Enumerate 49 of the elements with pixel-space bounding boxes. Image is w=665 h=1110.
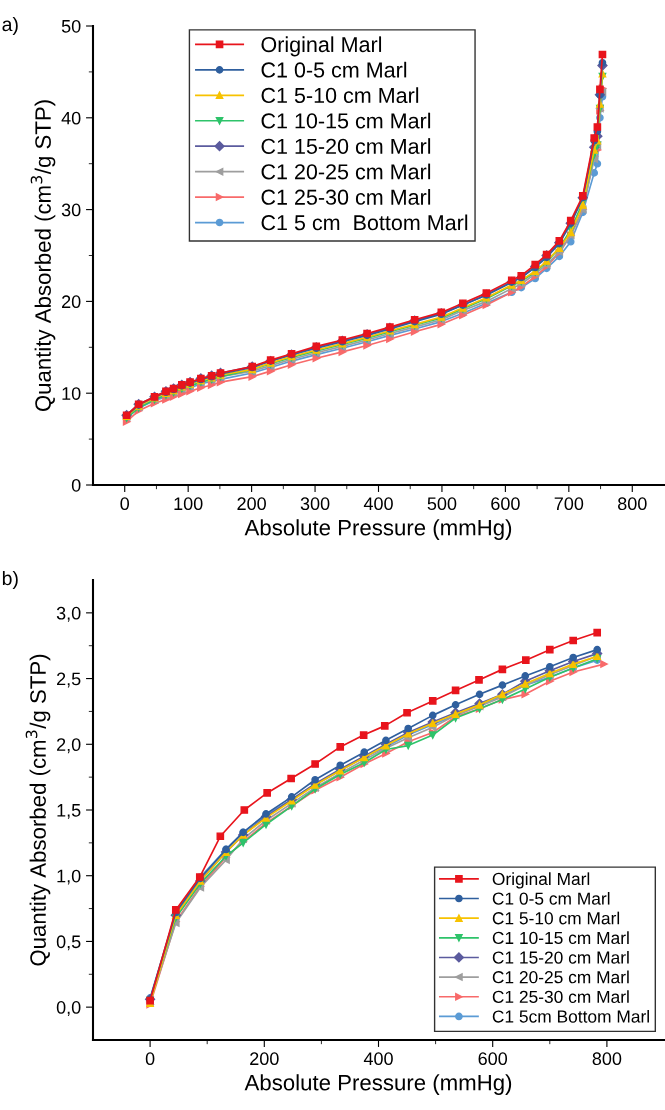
x-axis-title: Absolute Pressure (mmHg) (244, 519, 512, 540)
y-tick-label: 0 (71, 478, 81, 492)
legend-label: C1 5-10 cm Marl (492, 911, 620, 925)
x-tick-label: 500 (427, 497, 457, 511)
x-tick-label: 300 (300, 497, 330, 511)
x-tick-label: 400 (363, 1052, 393, 1066)
x-tick-label: 400 (363, 497, 393, 511)
legend-label: C1 20-25 cm Marl (261, 163, 431, 180)
legend-label: C1 25-30 cm Marl (261, 189, 431, 205)
y-tick-label: 1,5 (57, 804, 81, 819)
x-tick-label: 600 (478, 1052, 508, 1066)
y-tick-label: 3,0 (56, 606, 81, 622)
y-tick-label: 0,0 (56, 1001, 81, 1016)
x-tick-label: 700 (554, 497, 584, 511)
y-tick-label: 0,5 (56, 935, 81, 951)
y-axis-title: Quantity Absorbed (cm$^{3}$/g STP) (30, 100, 56, 412)
x-tick-label: 800 (618, 497, 647, 511)
text: b) (2, 570, 18, 590)
y-tick-label: 10 (62, 387, 81, 400)
legend-label: C1 20-25 cm Marl (492, 970, 629, 984)
legend-label: C1 5-10 cm Marl (261, 87, 419, 104)
x-tick-label: 0 (120, 497, 130, 511)
x-tick-label: 0 (145, 1052, 155, 1066)
y-tick-label: 50 (61, 19, 81, 33)
y-tick-label: 2,0 (57, 738, 81, 754)
legend-label: C1 15-20 cm Marl (261, 138, 431, 154)
y-tick-label: 1,0 (57, 869, 81, 885)
legend-label: C1 5cm Bottom Marl (492, 1009, 649, 1023)
x-tick-label: 100 (174, 497, 203, 511)
legend-label: Original Marl (492, 872, 590, 889)
legend-label: C1 0-5 cm Marl (492, 891, 610, 905)
legend-label: Original Marl (261, 36, 382, 57)
legend-label: C1 5 cm Bottom Marl (261, 214, 468, 231)
text: a) (2, 16, 18, 36)
y-tick-label: 30 (61, 203, 81, 217)
legend-label: C1 15-20 cm Marl (492, 950, 629, 964)
legend-label: C1 0-5 cm Marl (261, 61, 407, 78)
legend-label: C1 25-30 cm Marl (492, 990, 629, 1004)
x-axis-title: Absolute Pressure (mmHg) (244, 1074, 512, 1095)
legend-label: C1 10-15 cm Marl (492, 931, 629, 945)
x-tick-label: 600 (491, 497, 520, 511)
x-tick-label: 200 (237, 497, 266, 511)
y-tick-label: 2,5 (57, 672, 81, 688)
y-tick-label: 20 (62, 295, 81, 309)
x-tick-label: 200 (250, 1052, 279, 1066)
y-tick-label: 40 (61, 111, 81, 125)
y-axis-title: Quantity Absorbed (cm$^{3}$/g STP) (25, 654, 51, 966)
legend-label: C1 10-15 cm Marl (261, 112, 431, 129)
x-tick-label: 800 (592, 1052, 622, 1066)
